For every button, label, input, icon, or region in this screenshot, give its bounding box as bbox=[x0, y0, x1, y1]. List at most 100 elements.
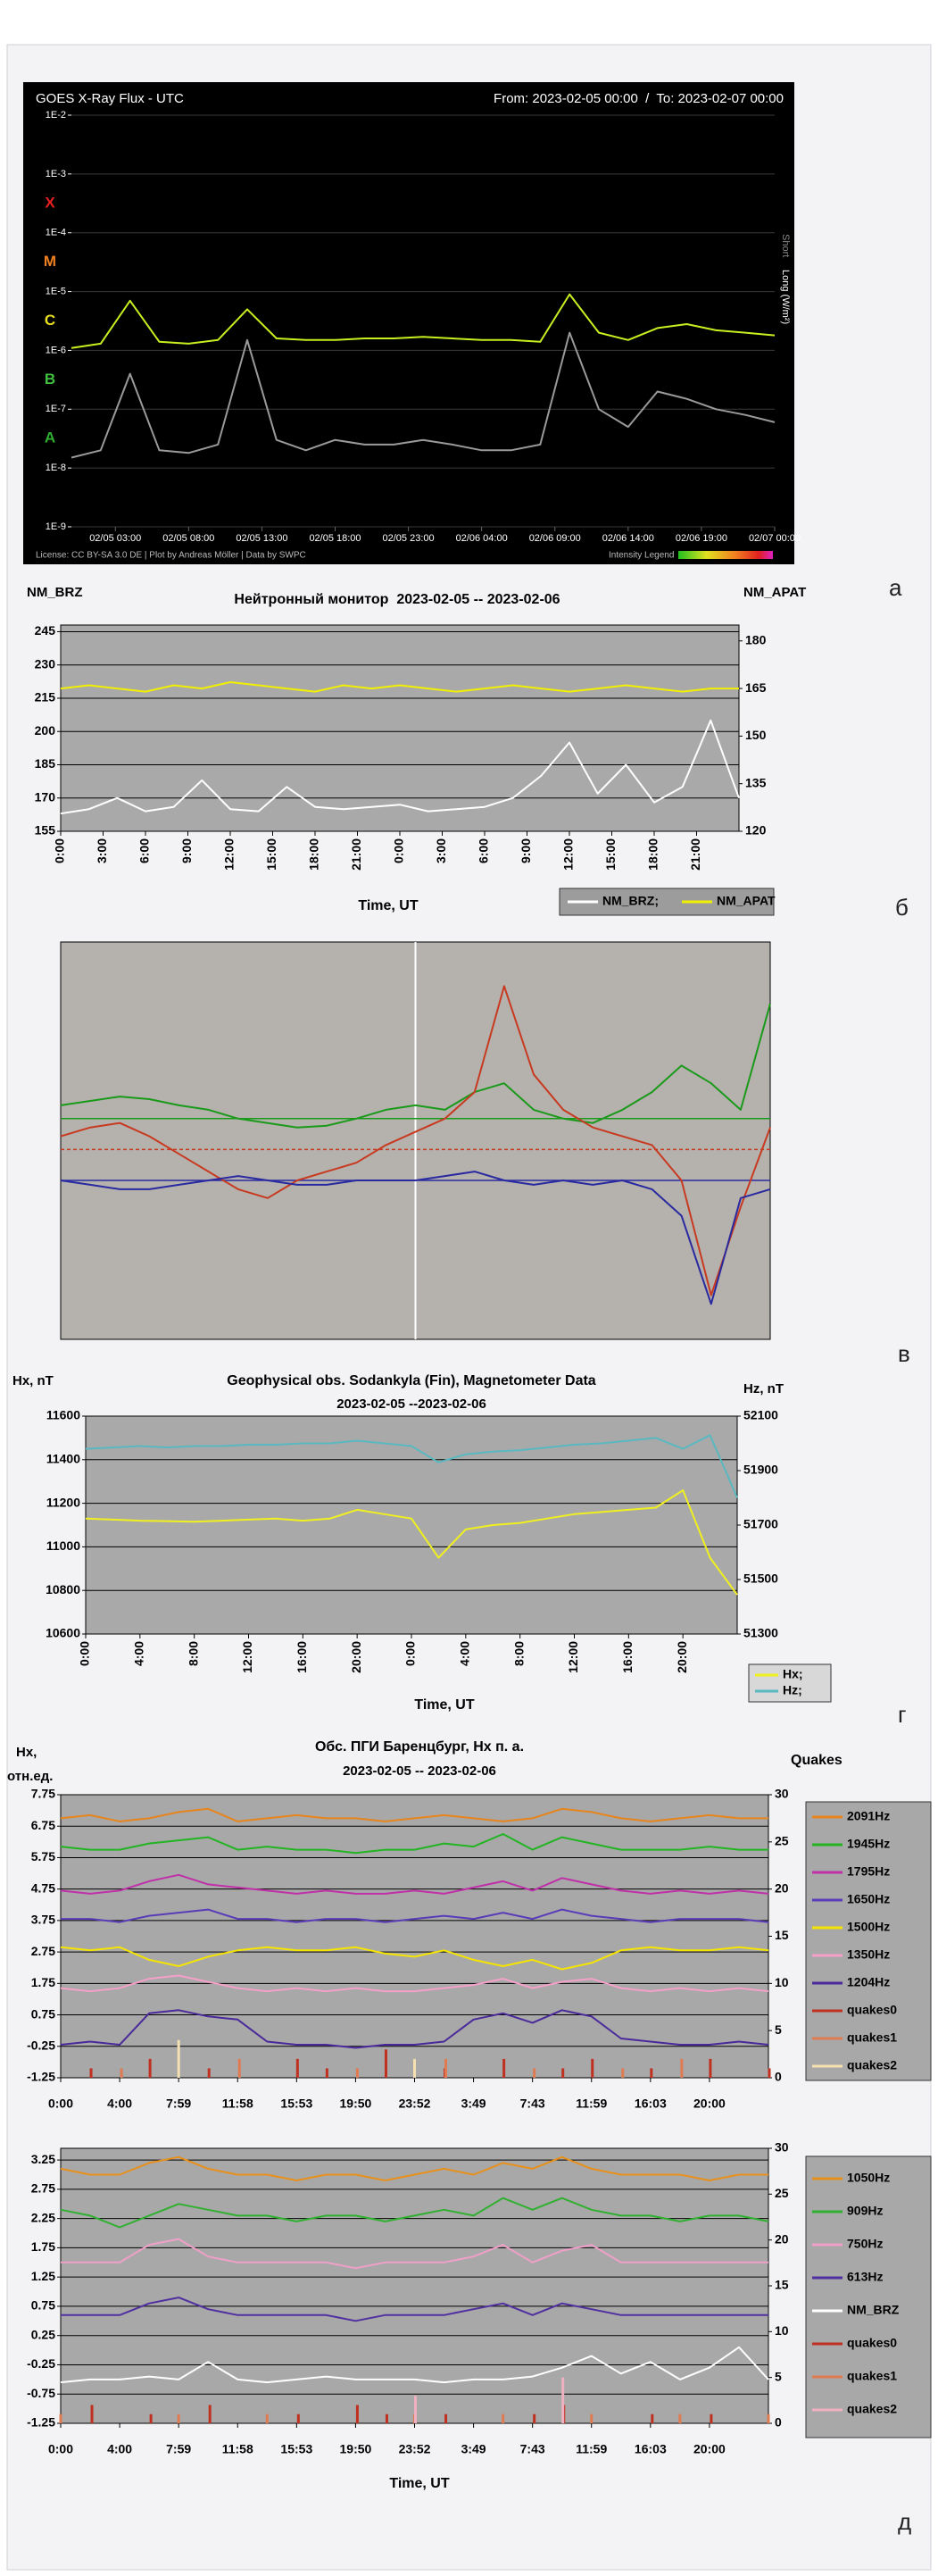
y-tick-label: 11600 bbox=[46, 1408, 80, 1422]
legend-label: quakes0 bbox=[847, 2003, 897, 2017]
y2-tick-label: 51300 bbox=[743, 1626, 778, 1640]
series-line bbox=[85, 1434, 738, 1498]
panel-label: б bbox=[895, 894, 909, 921]
quake-bar bbox=[768, 2068, 771, 2078]
legend-label: Long (W/m²) bbox=[780, 270, 791, 324]
quake-bar bbox=[502, 2413, 505, 2423]
y2-tick-label: 10 bbox=[775, 1975, 789, 1989]
y-tick-label: -1.25 bbox=[27, 2070, 55, 2084]
y2-label: NM_APAT bbox=[743, 585, 806, 600]
quake-bar bbox=[177, 2039, 180, 2078]
y-tick-label: 170 bbox=[35, 789, 56, 804]
x-tick-label: 8:00 bbox=[511, 1641, 526, 1666]
quake-bar bbox=[177, 2413, 180, 2423]
series-line bbox=[85, 1489, 738, 1596]
legend-label: quakes1 bbox=[847, 2030, 897, 2045]
x-tick-label: 0:00 bbox=[403, 1641, 418, 1666]
x-tick-label: 18:00 bbox=[646, 838, 660, 871]
quake-bar bbox=[355, 2405, 359, 2423]
x-tick-label: 12:00 bbox=[222, 838, 237, 871]
y2-tick-label: 25 bbox=[775, 1834, 789, 1848]
legend-label: Hx; bbox=[783, 1667, 803, 1681]
quake-bar bbox=[148, 2058, 152, 2078]
x-tick-label: 9:00 bbox=[179, 838, 194, 863]
x-tick-label: 0:00 bbox=[48, 2097, 73, 2111]
y2-tick-label: 51500 bbox=[743, 1571, 778, 1586]
y-tick-label: 1E-8 bbox=[46, 463, 66, 473]
y-tick-label: 2.25 bbox=[31, 2210, 55, 2224]
y-tick-label: 10600 bbox=[46, 1626, 80, 1640]
series-line bbox=[61, 2297, 768, 2322]
flare-class: M bbox=[44, 253, 56, 270]
series-line bbox=[61, 1908, 769, 1923]
quake-bar bbox=[385, 2413, 388, 2423]
quake-bar bbox=[710, 2413, 713, 2423]
legend-label: 1795Hz bbox=[847, 1864, 890, 1879]
x-tick-label: 23:52 bbox=[399, 2442, 431, 2456]
series-line bbox=[60, 2009, 769, 2049]
quake-bar bbox=[709, 2058, 712, 2078]
x-tick-label: 11:58 bbox=[222, 2097, 253, 2111]
y-tick-label: 155 bbox=[35, 823, 56, 838]
y2-tick-label: 51900 bbox=[743, 1463, 778, 1477]
x-tick-label: 23:52 bbox=[399, 2097, 431, 2111]
y-tick-label: 1E-5 bbox=[46, 286, 66, 296]
x-tick-label: 15:53 bbox=[280, 2097, 312, 2111]
y-tick-label: 1.75 bbox=[31, 2239, 55, 2254]
legend-label: NM_APAT bbox=[717, 894, 776, 908]
quake-bar bbox=[265, 2413, 269, 2423]
y2-tick-label: 10 bbox=[775, 2323, 789, 2338]
y2-tick-label: 5 bbox=[775, 2369, 782, 2383]
title: GOES X-Ray Flux - UTC bbox=[36, 91, 184, 106]
y-tick-label: 4.75 bbox=[31, 1880, 55, 1895]
x-tick-label: 0:00 bbox=[53, 838, 67, 863]
x-tick-label: 3:00 bbox=[95, 838, 109, 863]
panel-label: д bbox=[898, 2508, 911, 2535]
y-tick-label: 1.25 bbox=[31, 2269, 55, 2283]
y2-tick-label: 0 bbox=[775, 2070, 782, 2084]
series-line bbox=[60, 681, 739, 693]
x-tick-label: 11:59 bbox=[576, 2097, 607, 2111]
y2-tick-label: 25 bbox=[775, 2186, 789, 2200]
y2-tick-label: 52100 bbox=[743, 1408, 778, 1422]
quake-bar bbox=[295, 2058, 299, 2078]
quake-bar bbox=[621, 2068, 625, 2078]
x-tick-label: 19:50 bbox=[340, 2442, 372, 2456]
legend-box bbox=[805, 2155, 932, 2438]
x-tick-label: 02/05 03:00 bbox=[89, 533, 141, 544]
series-line bbox=[60, 1807, 768, 1822]
quake-bar bbox=[444, 2413, 448, 2423]
legend-box bbox=[805, 1801, 932, 2081]
series-line bbox=[60, 1833, 768, 1855]
quake-bar bbox=[590, 2413, 594, 2423]
y2-tick-label: 5 bbox=[775, 2022, 782, 2037]
series-line bbox=[60, 2197, 769, 2229]
x-tick-label: 20:00 bbox=[693, 2442, 726, 2456]
x-tick-label: 8:00 bbox=[186, 1641, 200, 1666]
y2-label: Hz, nT bbox=[743, 1381, 784, 1396]
x-tick-label: 02/06 14:00 bbox=[602, 533, 654, 544]
plot-area bbox=[60, 2147, 769, 2424]
quake-bar bbox=[89, 2068, 93, 2078]
y-tick-label: 3.25 bbox=[31, 2152, 55, 2166]
series-line bbox=[60, 985, 771, 1296]
quake-bar bbox=[414, 2396, 417, 2423]
y2-tick-label: 0 bbox=[775, 2415, 782, 2430]
x-tick-label: 11:59 bbox=[576, 2442, 607, 2456]
y-tick-label: -1.25 bbox=[27, 2415, 55, 2430]
x-tick-label: 21:00 bbox=[688, 838, 702, 871]
y-tick-label: 11000 bbox=[46, 1538, 80, 1553]
y2-tick-label: 150 bbox=[745, 728, 767, 742]
quake-bar bbox=[502, 2058, 506, 2078]
series-line bbox=[60, 1974, 769, 1993]
plot-area bbox=[60, 1794, 769, 2079]
y-tick-label: -0.25 bbox=[27, 2356, 55, 2371]
x-tick-label: 12:00 bbox=[566, 1641, 580, 1673]
quake-bar bbox=[120, 2068, 123, 2078]
y-tick-label: 200 bbox=[35, 723, 56, 738]
y-tick-label: 185 bbox=[35, 756, 56, 771]
flare-class: X bbox=[45, 194, 55, 211]
y-tick-label: 11400 bbox=[46, 1452, 80, 1466]
plot-area bbox=[85, 1415, 738, 1635]
